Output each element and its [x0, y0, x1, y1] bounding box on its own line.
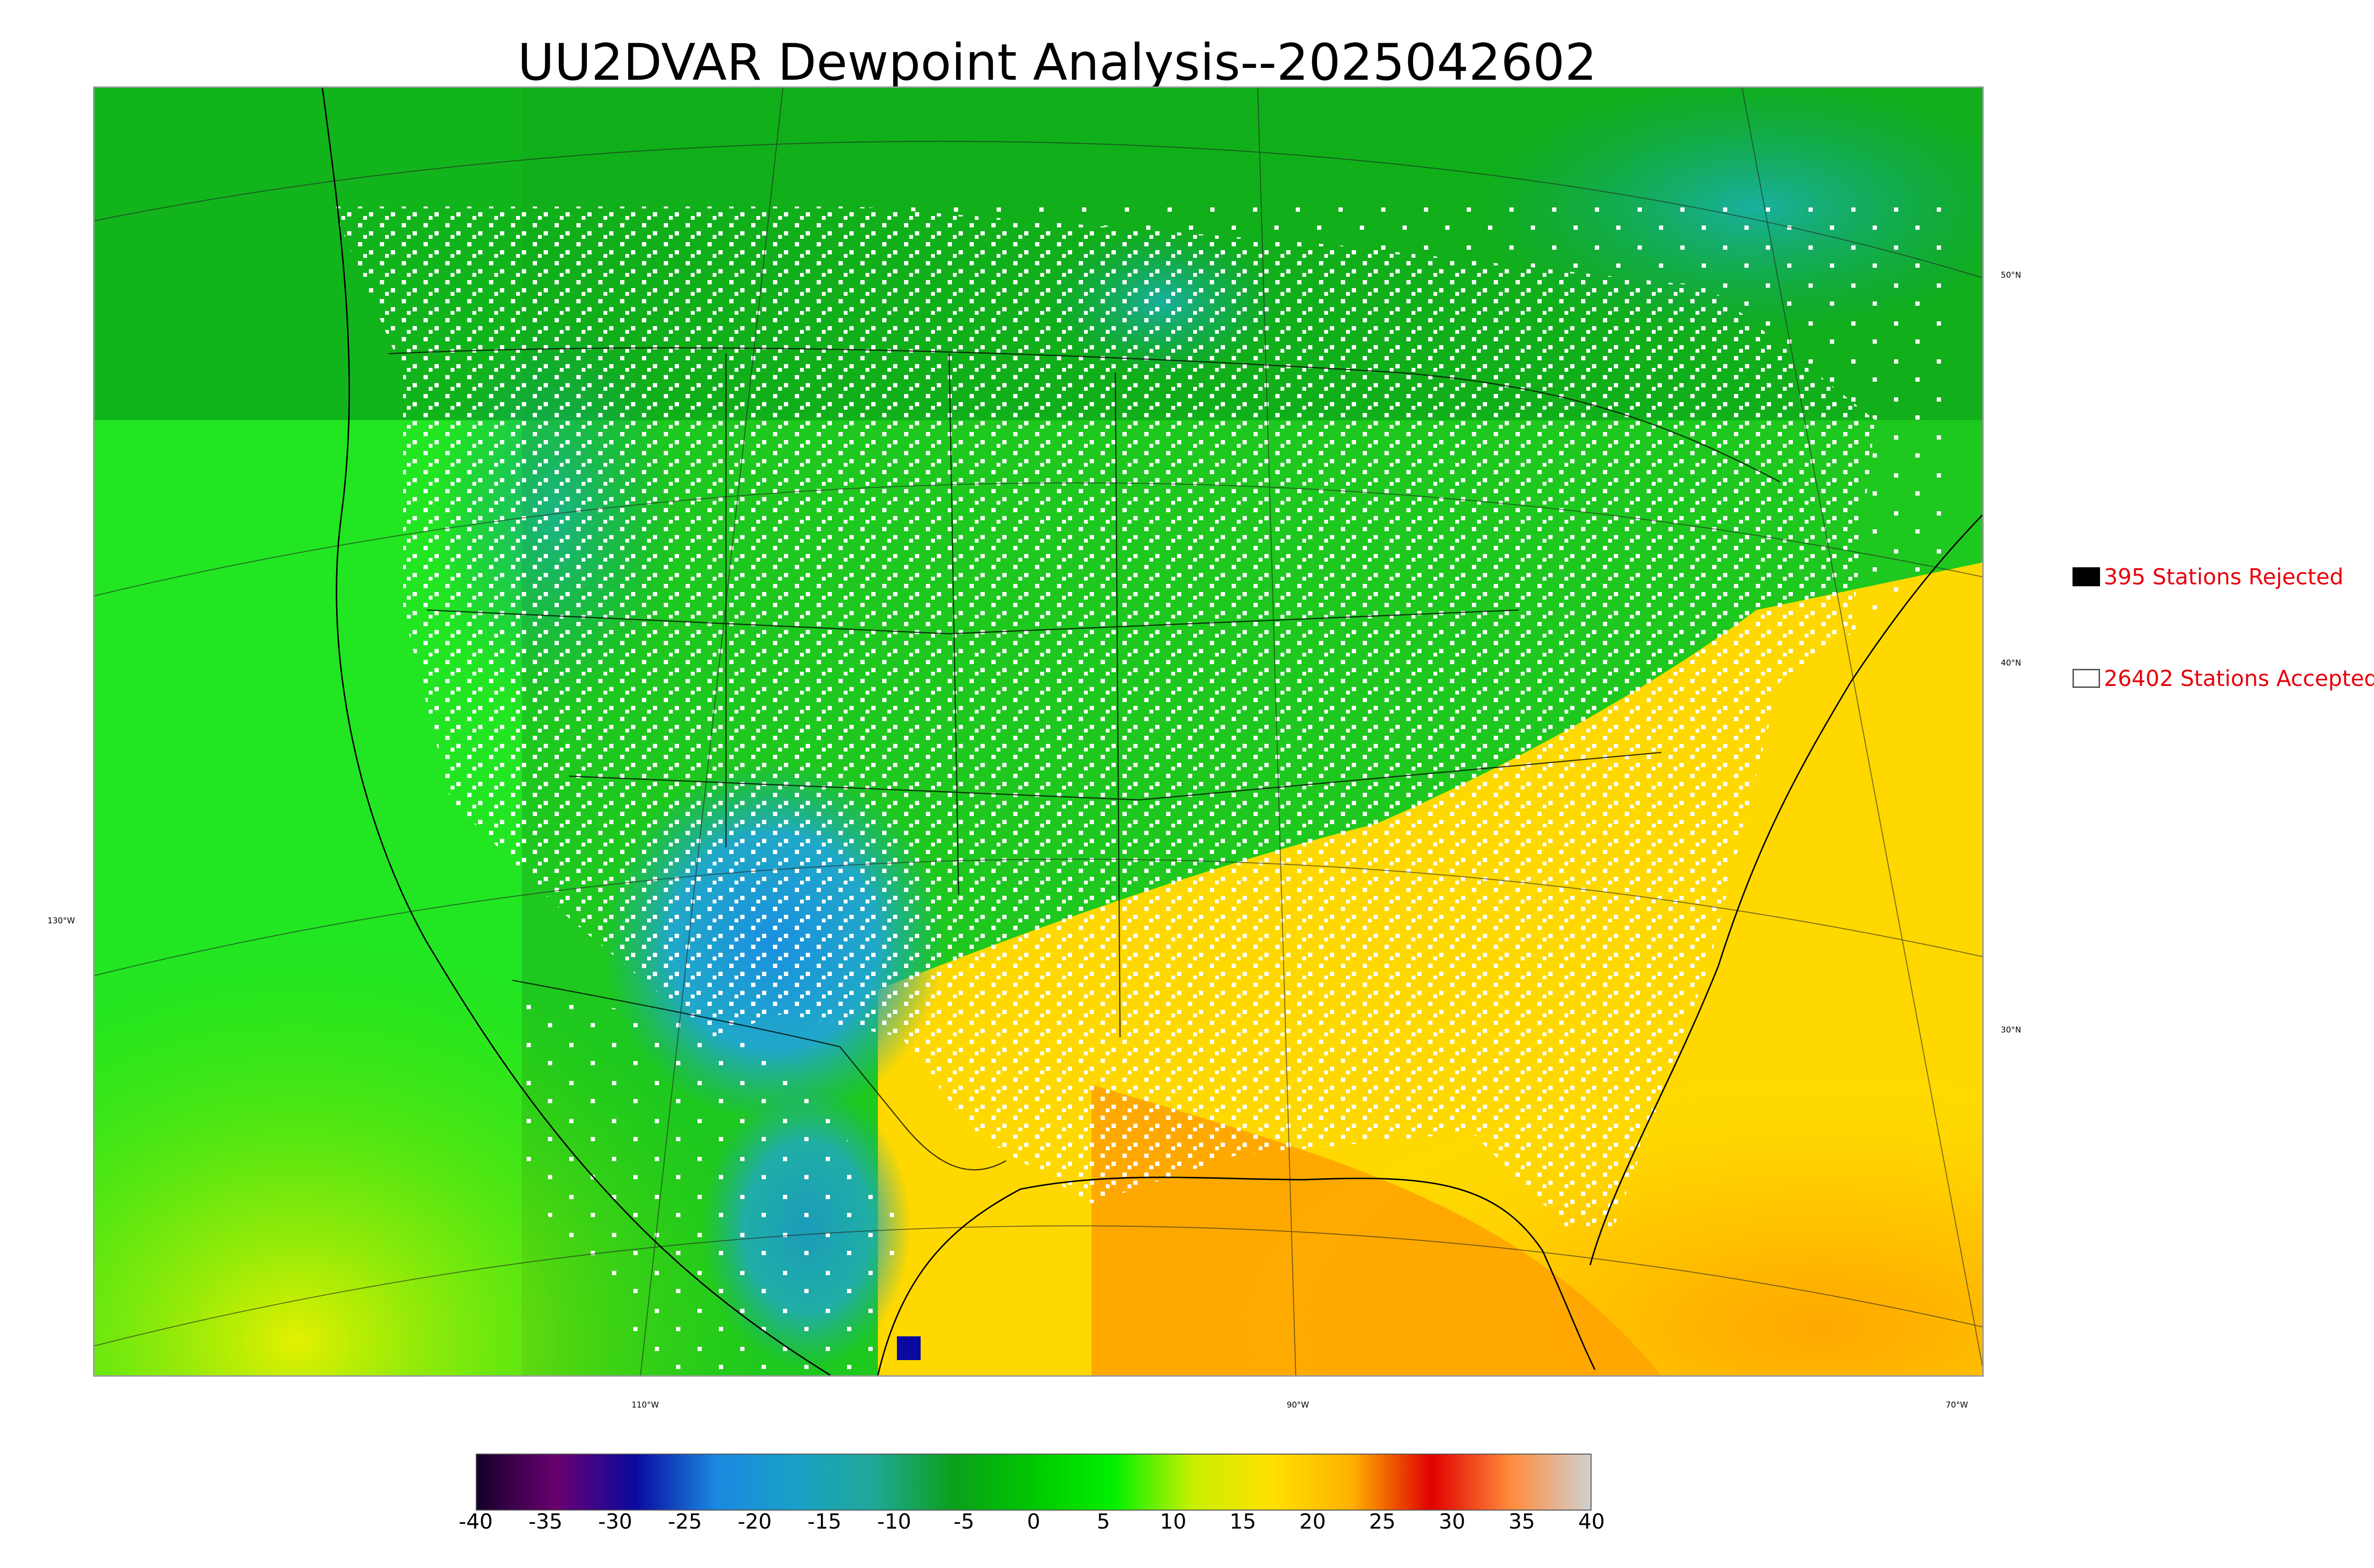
lat-label-50n: 50°N [2001, 271, 2021, 280]
coastlines [321, 88, 1982, 1375]
accepted-stations-canada [332, 207, 1946, 634]
accepted-swatch [2073, 669, 2100, 688]
colorbar-tick-label: -25 [668, 1510, 702, 1534]
colorbar-tick-label: 30 [1439, 1510, 1466, 1534]
legend-rejected: 395 Stations Rejected [2073, 564, 2344, 590]
lon-label-130w: 130°W [47, 916, 75, 926]
lon-label-90w: 90°W [1287, 1400, 1309, 1410]
lat-label-30n: 30°N [2001, 1025, 2021, 1035]
dewpoint-map [93, 86, 1984, 1377]
colorbar-tick-label: -20 [737, 1510, 772, 1534]
graticule [94, 88, 1982, 1375]
colorbar-tick-label: -30 [598, 1510, 632, 1534]
gulf-of-mexico [1092, 1085, 1661, 1375]
colorbar-tick-label: 0 [1027, 1510, 1040, 1534]
accepted-label: 26402 Stations Accepted [2104, 666, 2374, 691]
lon-label-110w: 110°W [631, 1400, 659, 1410]
lon-label-70w: 70°W [1946, 1400, 1968, 1410]
accepted-stations-us [332, 207, 1875, 1227]
very-dry-spot [897, 1336, 921, 1360]
colorbar-tick-label: -10 [877, 1510, 912, 1534]
rejected-swatch [2073, 567, 2100, 586]
colorbar-tick-label: 15 [1229, 1510, 1256, 1534]
colorbar-tick-label: -40 [459, 1510, 493, 1534]
accepted-stations-mexico [522, 990, 902, 1375]
colorbar-tick-label: 10 [1159, 1510, 1187, 1534]
colorbar-tick-label: 20 [1299, 1510, 1326, 1534]
colorbar-tick-label: 40 [1578, 1510, 1605, 1534]
colorbar-tick-label: -35 [528, 1510, 563, 1534]
colorbar [476, 1454, 1592, 1511]
map-canvas [94, 88, 1982, 1375]
map-title: UU2DVAR Dewpoint Analysis--2025042602 [518, 33, 1597, 92]
political-borders [388, 347, 1780, 1171]
colorbar-tick-label: -5 [953, 1510, 975, 1534]
rejected-label: 395 Stations Rejected [2104, 564, 2344, 590]
colorbar-tick-label: 25 [1369, 1510, 1396, 1534]
colorbar-tick-label: 5 [1096, 1510, 1110, 1534]
colorbar-tick-label: -15 [807, 1510, 842, 1534]
lat-label-40n: 40°N [2001, 658, 2021, 668]
legend-accepted: 26402 Stations Accepted [2073, 666, 2374, 691]
colorbar-tick-label: 35 [1508, 1510, 1536, 1534]
